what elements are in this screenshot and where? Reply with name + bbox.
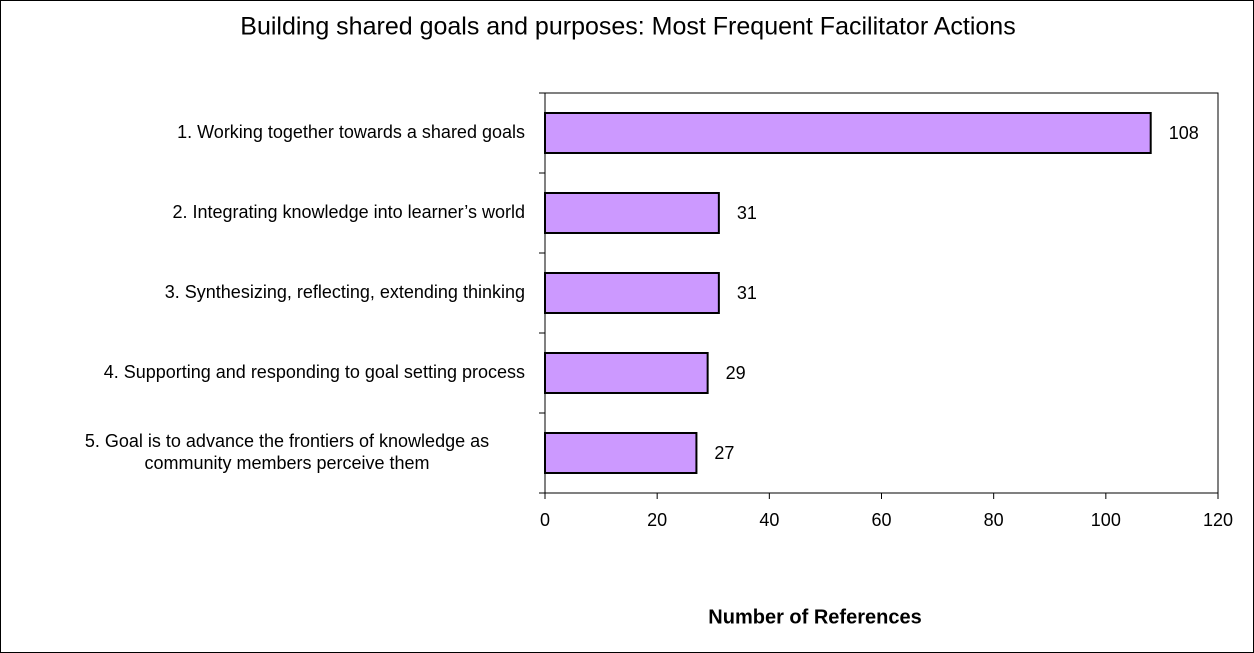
value-label: 31 [737,283,757,303]
bar [544,272,720,314]
x-tick-label: 0 [540,510,550,530]
bar [544,352,709,394]
value-label: 31 [737,203,757,223]
x-tick-label: 100 [1091,510,1121,530]
x-tick-label: 120 [1203,510,1233,530]
x-tick-label: 60 [871,510,891,530]
bar [544,112,1152,154]
x-tick-label: 80 [984,510,1004,530]
x-tick-label: 20 [647,510,667,530]
x-axis-label: Number of References [708,606,921,628]
value-label: 29 [726,363,746,383]
value-label: 108 [1169,123,1199,143]
y-tick-label: 2. Integrating knowledge into learner’s … [172,202,525,222]
y-tick-label: 4. Supporting and responding to goal set… [104,362,525,382]
bar [544,192,720,234]
x-tick-label: 40 [759,510,779,530]
bar [544,432,698,474]
chart-title: Building shared goals and purposes: Most… [240,13,1015,41]
y-tick-label: 1. Working together towards a shared goa… [177,122,525,142]
y-tick-label: 5. Goal is to advance the frontiers of k… [85,431,489,473]
value-label: 27 [714,443,734,463]
y-tick-label: 3. Synthesizing, reflecting, extending t… [165,282,525,302]
